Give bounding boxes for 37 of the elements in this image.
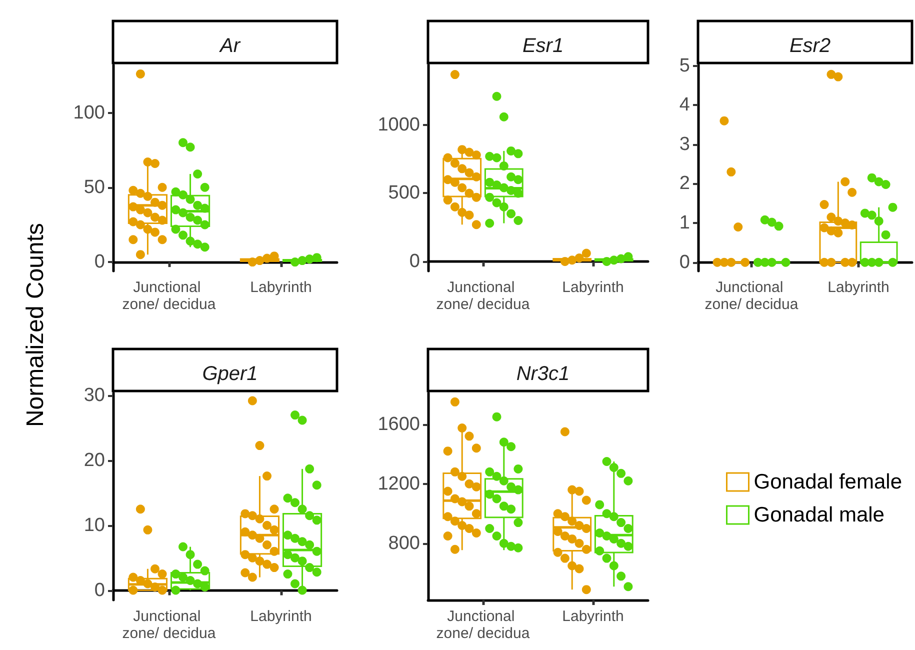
y-tick-label: 0 — [679, 252, 690, 273]
y-tick-label: 0 — [409, 250, 420, 272]
chart-title: Ar — [219, 35, 242, 57]
x-tick-label: Junctional zone/ decidua — [704, 279, 799, 313]
y-tick-label: 800 — [388, 532, 420, 554]
y-tick-label: 4 — [679, 94, 690, 116]
y-tick-label: 0 — [94, 252, 105, 273]
y-tick-label: 3 — [679, 134, 690, 155]
y-tick-label: 1600 — [378, 414, 420, 435]
y-tick-label: 1000 — [378, 114, 420, 136]
x-tick-label: Labyrinth — [250, 279, 312, 296]
y-tick-label: 5 — [679, 55, 690, 76]
x-tick-label: Junctional zone/ decidua — [436, 279, 530, 313]
x-tick-label: Labyrinth — [562, 279, 624, 296]
chart-title: Esr1 — [522, 35, 564, 57]
chart-title: Nr3c1 — [516, 363, 570, 385]
x-tick-label: Labyrinth — [828, 279, 890, 296]
legend-label: Gonadal male — [754, 504, 884, 526]
x-tick-label: Labyrinth — [562, 608, 624, 625]
y-tick-label: 30 — [84, 385, 105, 406]
y-axis-title: Normalized Counts — [22, 222, 50, 428]
legend-label: Gonadal female — [754, 470, 902, 494]
x-tick-label: Junctional zone/ decidua — [122, 279, 216, 313]
y-tick-label: 20 — [84, 450, 105, 471]
y-tick-label: 10 — [84, 514, 105, 536]
y-tick-label: 0 — [94, 580, 105, 601]
x-tick-label: Labyrinth — [250, 608, 312, 625]
x-tick-label: Junctional zone/ decidua — [122, 608, 216, 642]
y-tick-label: 500 — [388, 182, 420, 204]
chart-title: Esr2 — [789, 35, 831, 57]
y-tick-label: 100 — [73, 102, 105, 124]
y-tick-label: 1 — [679, 212, 690, 234]
y-tick-label: 2 — [679, 173, 690, 194]
y-tick-label: 50 — [84, 176, 105, 198]
y-tick-label: 1200 — [378, 473, 420, 494]
x-tick-label: Junctional zone/ decidua — [436, 608, 530, 642]
chart-title: Gper1 — [202, 363, 258, 385]
